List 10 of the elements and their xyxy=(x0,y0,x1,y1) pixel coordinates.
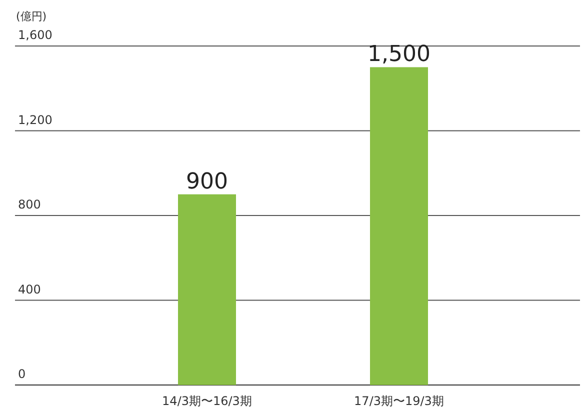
y-tick-label: 800 xyxy=(18,198,41,212)
y-axis-title: (億円) xyxy=(16,10,47,23)
y-tick-label: 1,200 xyxy=(18,112,52,127)
y-tick-label: 0 xyxy=(18,367,26,381)
y-tick-label: 400 xyxy=(18,282,41,296)
y-tick-label: 1,600 xyxy=(18,28,52,42)
data-label: 1,500 xyxy=(368,42,430,68)
x-tick-label: 17/3期〜19/3期 xyxy=(354,394,444,408)
x-tick-label: 14/3期〜16/3期 xyxy=(162,394,252,408)
data-label: 900 xyxy=(186,169,228,194)
